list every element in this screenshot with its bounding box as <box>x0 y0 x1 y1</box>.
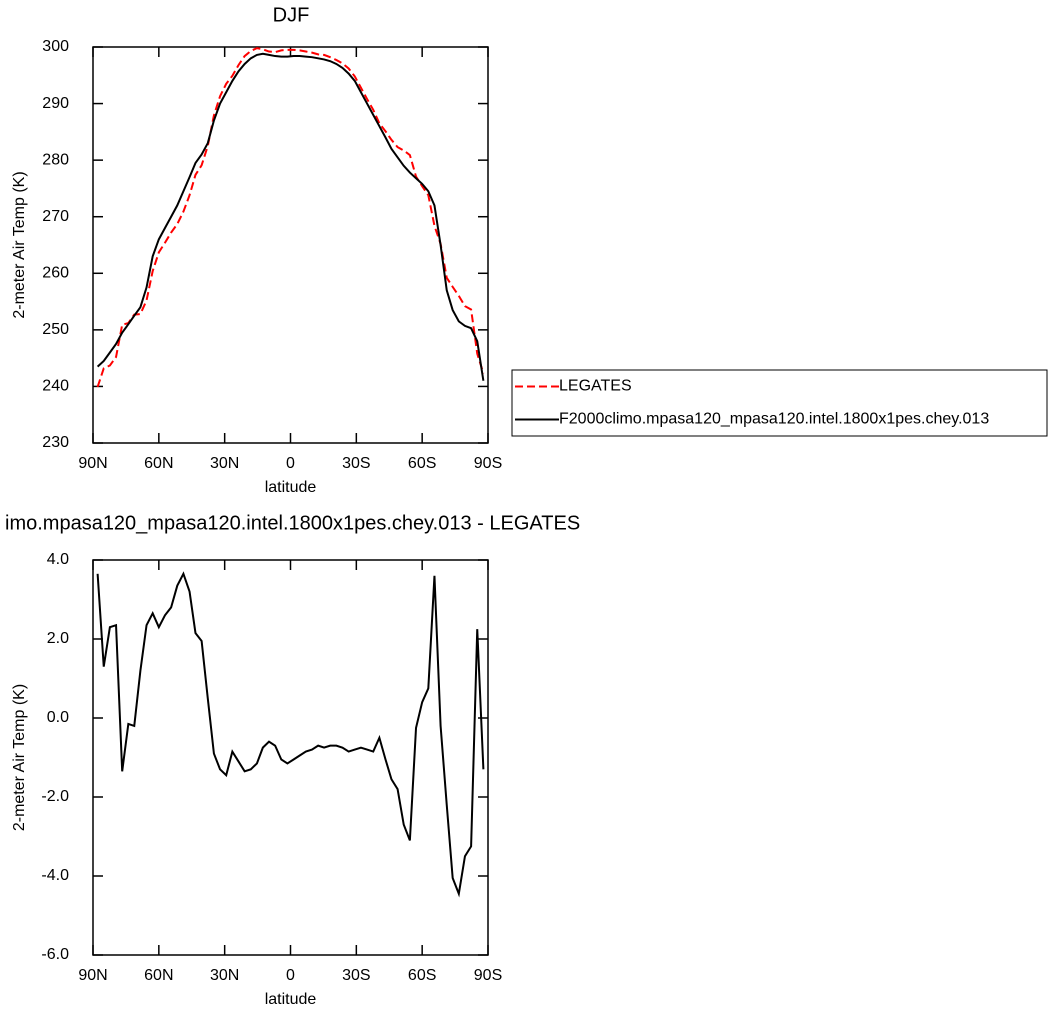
y-axis-label: 2-meter Air Temp (K) <box>11 171 28 318</box>
data-line <box>96 571 485 898</box>
y-tick-label: 250 <box>42 321 69 338</box>
chart-title: DJF <box>273 4 310 26</box>
y-tick-label: -2.0 <box>41 788 69 805</box>
plot-frame <box>92 46 489 444</box>
y-tick-label: 300 <box>42 38 69 55</box>
x-tick-label: 90N <box>78 455 107 472</box>
x-tick-label: 30S <box>342 967 370 984</box>
data-line <box>96 52 485 381</box>
y-tick-label: 280 <box>42 151 69 168</box>
x-tick-label: 30N <box>210 455 239 472</box>
x-tick-label: 60N <box>144 455 173 472</box>
x-tick-label: 60S <box>408 455 436 472</box>
plot-frame <box>92 559 489 956</box>
y-tick-label: -4.0 <box>41 867 69 884</box>
y-tick-label: 4.0 <box>47 551 69 568</box>
x-tick-label: 90N <box>78 967 107 984</box>
legend-label: LEGATES <box>559 378 632 395</box>
y-tick-label: 260 <box>42 265 69 282</box>
data-line <box>96 47 485 388</box>
x-tick-label: 30N <box>210 967 239 984</box>
x-tick-label: 90S <box>474 455 502 472</box>
legend-label: F2000climo.mpasa120_mpasa120.intel.1800x… <box>559 411 989 428</box>
x-tick-label: 60N <box>144 967 173 984</box>
y-tick-label: 2.0 <box>47 630 69 647</box>
y-tick-label: 230 <box>42 434 69 451</box>
legend-box <box>511 369 1048 437</box>
x-tick-label: 30S <box>342 455 370 472</box>
x-tick-label: 60S <box>408 967 436 984</box>
y-tick-label: 270 <box>42 208 69 225</box>
chart-title: imo.mpasa120_mpasa120.intel.1800x1pes.ch… <box>5 512 580 534</box>
x-axis-label: latitude <box>265 479 317 496</box>
y-tick-label: 240 <box>42 378 69 395</box>
x-tick-label: 90S <box>474 967 502 984</box>
x-tick-label: 0 <box>286 967 295 984</box>
x-axis-label: latitude <box>265 991 317 1008</box>
x-tick-label: 0 <box>286 455 295 472</box>
y-axis-label: 2-meter Air Temp (K) <box>11 684 28 831</box>
y-tick-label: 0.0 <box>47 709 69 726</box>
y-tick-label: -6.0 <box>41 946 69 963</box>
y-tick-label: 290 <box>42 95 69 112</box>
